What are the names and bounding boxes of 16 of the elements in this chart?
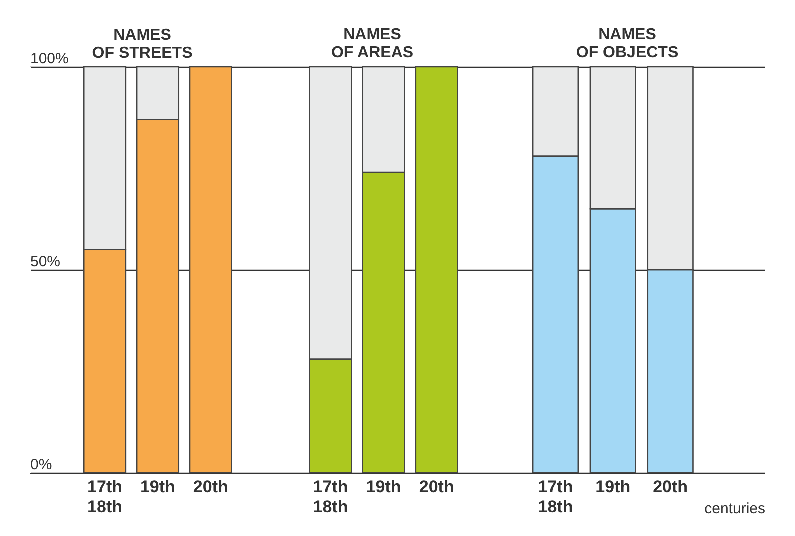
x-axis-title: centuries [704,500,766,518]
y-tick-label: 0% [30,456,52,474]
chart-title: NAMES OF AREAS [331,26,414,62]
chart-title: NAMES OF OBJECTS [576,26,679,62]
y-tick-label: 50% [30,254,61,270]
x-tick-label: 20th [653,478,688,496]
x-tick-label: 19th [140,478,176,496]
chart-title: NAMES OF STREETS [92,27,194,62]
x-tick-label: 19th [596,478,631,496]
x-tick-label: 19th [366,478,402,496]
x-tick-label: 20th [193,478,228,496]
x-tick-label: 17th 18th [313,478,348,516]
x-tick-label: 17th 18th [538,478,574,516]
x-tick-label: 20th [419,478,454,496]
y-tick-label: 100% [30,50,69,68]
x-tick-label: 17th 18th [88,478,122,516]
